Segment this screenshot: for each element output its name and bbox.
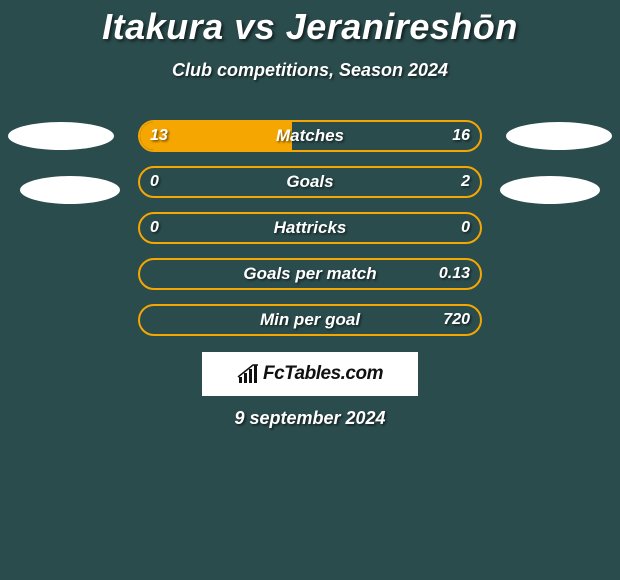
bar-label: Min per goal bbox=[140, 306, 480, 334]
bar-value-right: 0 bbox=[461, 214, 470, 242]
player-avatar-left-1 bbox=[8, 122, 114, 150]
bar-min-per-goal: Min per goal 720 bbox=[138, 304, 482, 336]
bar-value-right: 16 bbox=[452, 122, 470, 150]
bar-label: Goals per match bbox=[140, 260, 480, 288]
bar-matches: 13 Matches 16 bbox=[138, 120, 482, 152]
bar-value-right: 2 bbox=[461, 168, 470, 196]
bar-label: Hattricks bbox=[140, 214, 480, 242]
date-label: 9 september 2024 bbox=[0, 408, 620, 429]
bar-goals-per-match: Goals per match 0.13 bbox=[138, 258, 482, 290]
bar-value-right: 0.13 bbox=[439, 260, 470, 288]
page-subtitle: Club competitions, Season 2024 bbox=[0, 60, 620, 81]
player-avatar-right-1 bbox=[506, 122, 612, 150]
bar-label: Matches bbox=[140, 122, 480, 150]
fctables-logo[interactable]: FcTables.com bbox=[202, 352, 418, 396]
stats-bars: 13 Matches 16 0 Goals 2 0 Hattricks 0 Go… bbox=[138, 120, 482, 350]
bar-value-right: 720 bbox=[443, 306, 470, 334]
player-avatar-right-2 bbox=[500, 176, 600, 204]
player-avatar-left-2 bbox=[20, 176, 120, 204]
page-title: Itakura vs Jeranireshōn bbox=[0, 0, 620, 48]
bar-label: Goals bbox=[140, 168, 480, 196]
bar-hattricks: 0 Hattricks 0 bbox=[138, 212, 482, 244]
bar-chart-icon bbox=[237, 363, 259, 385]
bar-goals: 0 Goals 2 bbox=[138, 166, 482, 198]
logo-text: FcTables.com bbox=[263, 363, 383, 385]
